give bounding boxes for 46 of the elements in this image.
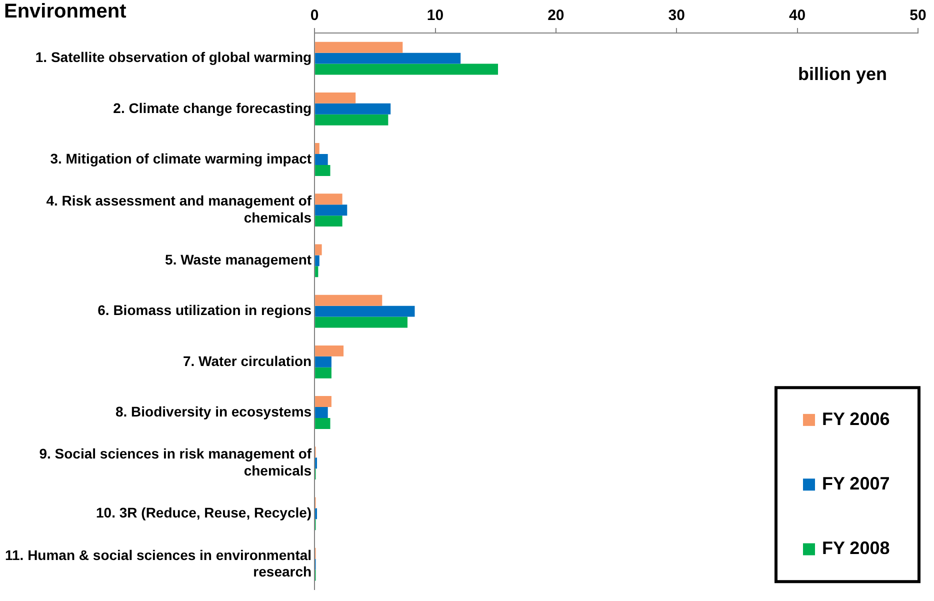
y-tick-label: 3. Mitigation of climate warming impact [50,150,312,166]
bar [315,316,408,328]
bar [315,244,322,256]
bar [315,64,498,75]
legend-label: FY 2008 [822,538,890,558]
bar [315,164,330,176]
x-tick-label: 30 [668,7,685,24]
x-tick-label: 50 [910,7,926,24]
bar [315,345,344,356]
bar [315,216,342,227]
x-tick-label: 20 [548,7,564,24]
bar [315,194,342,205]
bar [315,143,320,154]
text: Environment [4,0,127,23]
annotation: billion yen [798,64,887,84]
bar [315,418,330,429]
bar [315,367,332,378]
y-tick-label: 8. Biodiversity in ecosystems [115,403,312,420]
y-tick-label: 4. Risk assessment and management of chemicals [46,192,312,226]
bar [315,294,382,306]
bar [315,407,328,418]
y-tick-label: 9. Social sciences in risk management of chemicals [39,446,312,478]
y-tick-label: 7. Water circulation [182,352,312,369]
bar [315,42,403,53]
bar [315,356,332,368]
y-tick-label: 10. 3R (Reduce, Reuse, Recycle) [96,504,312,521]
y-tick-label: 6. Biomass utilization in regions [98,302,312,318]
bar [315,255,320,266]
x-tick-label: 10 [426,7,444,24]
y-tick-label: 11. Human & social sciences in environmental research [4,546,312,580]
bar [315,103,391,114]
bar [315,92,356,104]
y-tick-label: 2. Climate change forecasting [113,100,312,116]
x-tick-label: 40 [788,7,806,24]
bar [315,306,415,317]
legend-label: FY 2007 [822,474,890,494]
bar [315,396,332,408]
bar [315,114,388,126]
y-tick-label: 1. Satellite observation of global warming [35,49,312,66]
bar [315,154,328,165]
bar [315,52,461,64]
legend-label: FY 2006 [822,408,890,429]
bar [315,266,318,278]
bar [315,204,348,216]
x-tick-label: 0 [310,7,319,24]
y-tick-label: 5. Waste management [165,252,312,268]
